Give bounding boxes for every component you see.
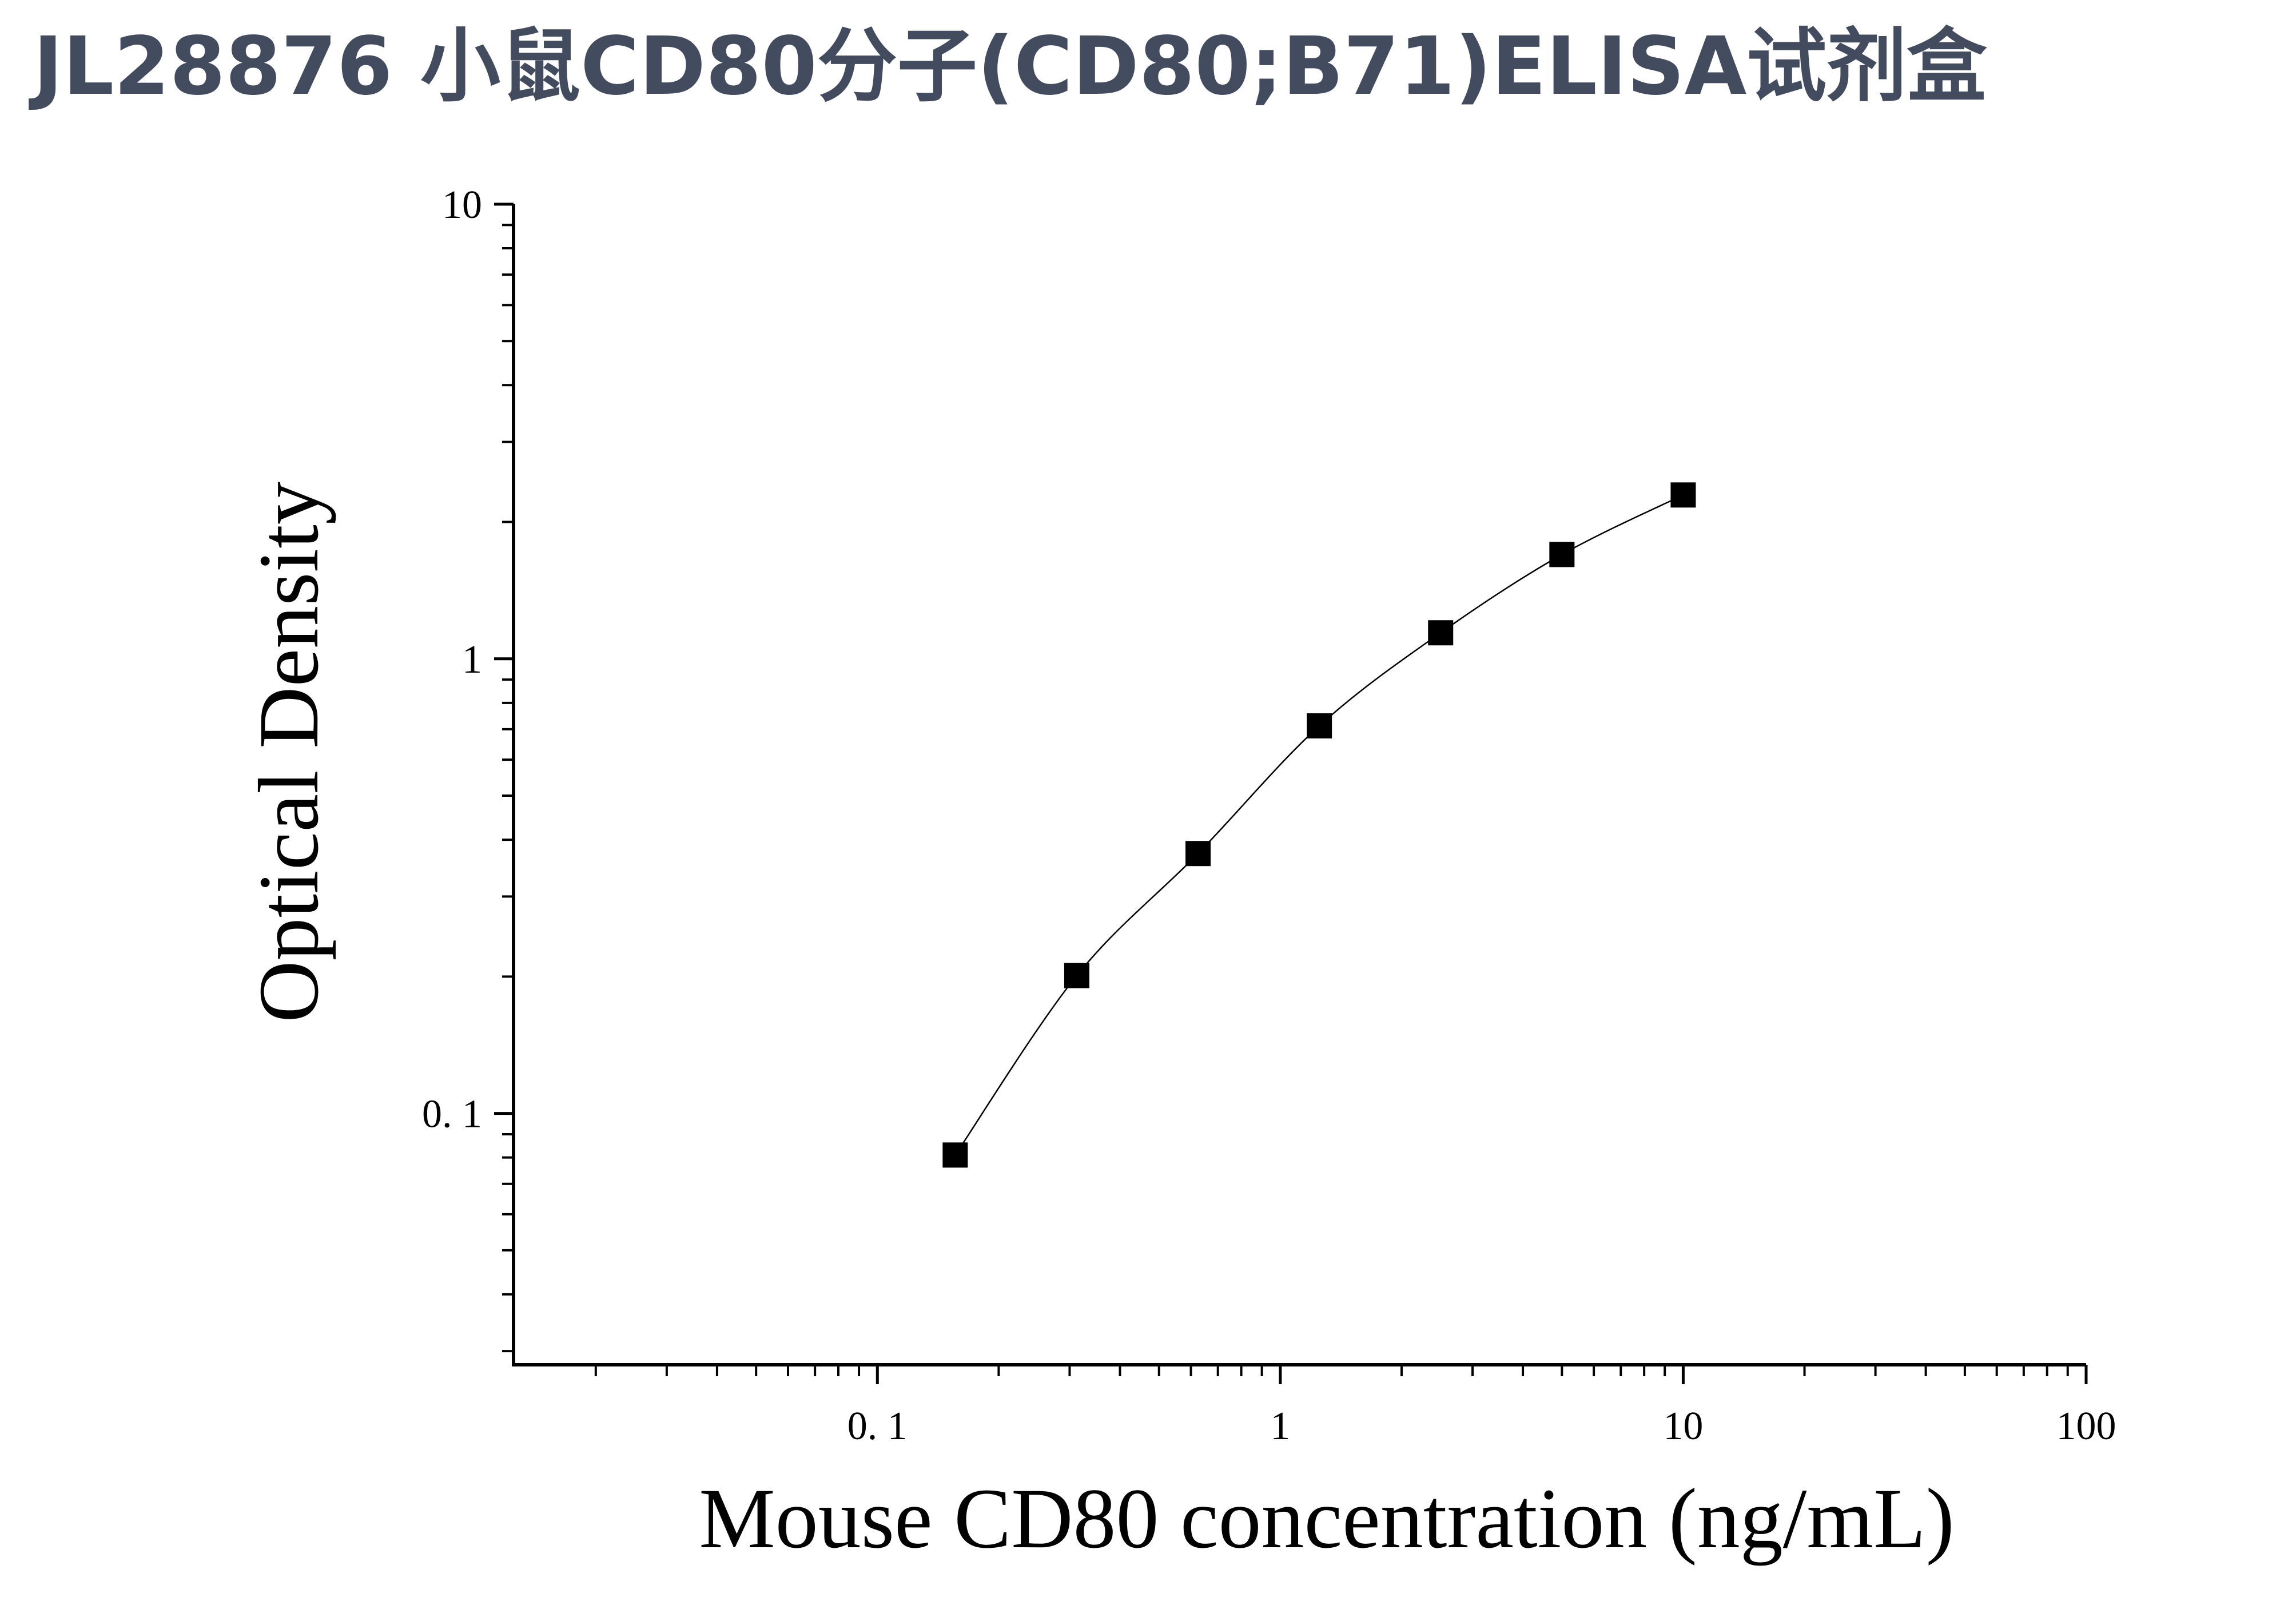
fitted-curve bbox=[954, 494, 1684, 1156]
data-point bbox=[1064, 963, 1089, 988]
y-axis-ticks bbox=[494, 202, 514, 1353]
tick-labels: 0. 1 1 10 100 0. 1 1 10 bbox=[422, 183, 2116, 1448]
x-tick-label: 1 bbox=[1270, 1404, 1290, 1448]
chart-axes bbox=[512, 204, 2086, 1366]
data-point bbox=[1185, 841, 1211, 867]
x-tick-label: 0. 1 bbox=[847, 1404, 908, 1448]
y-tick-label: 10 bbox=[442, 183, 482, 227]
x-tick-label: 100 bbox=[2056, 1404, 2116, 1448]
data-points bbox=[942, 482, 1696, 1168]
data-point bbox=[1549, 542, 1575, 567]
x-axis-ticks bbox=[594, 1365, 2088, 1384]
x-tick-label: 10 bbox=[1663, 1404, 1703, 1448]
data-point bbox=[1670, 482, 1696, 508]
x-axis-title: Mouse CD80 concentration (ng/mL) bbox=[699, 1471, 1954, 1566]
y-tick-label: 1 bbox=[462, 638, 482, 682]
data-point bbox=[1428, 620, 1454, 646]
data-point bbox=[1307, 713, 1332, 739]
fitted-curve-layer bbox=[954, 494, 1684, 1156]
y-axis-title: Optical Density bbox=[241, 482, 336, 1023]
data-point bbox=[942, 1142, 968, 1168]
page-title: JL28876 小鼠CD80分子(CD80;B71)ELISA试剂盒 bbox=[33, 20, 1987, 113]
y-tick-label: 0. 1 bbox=[422, 1092, 482, 1137]
